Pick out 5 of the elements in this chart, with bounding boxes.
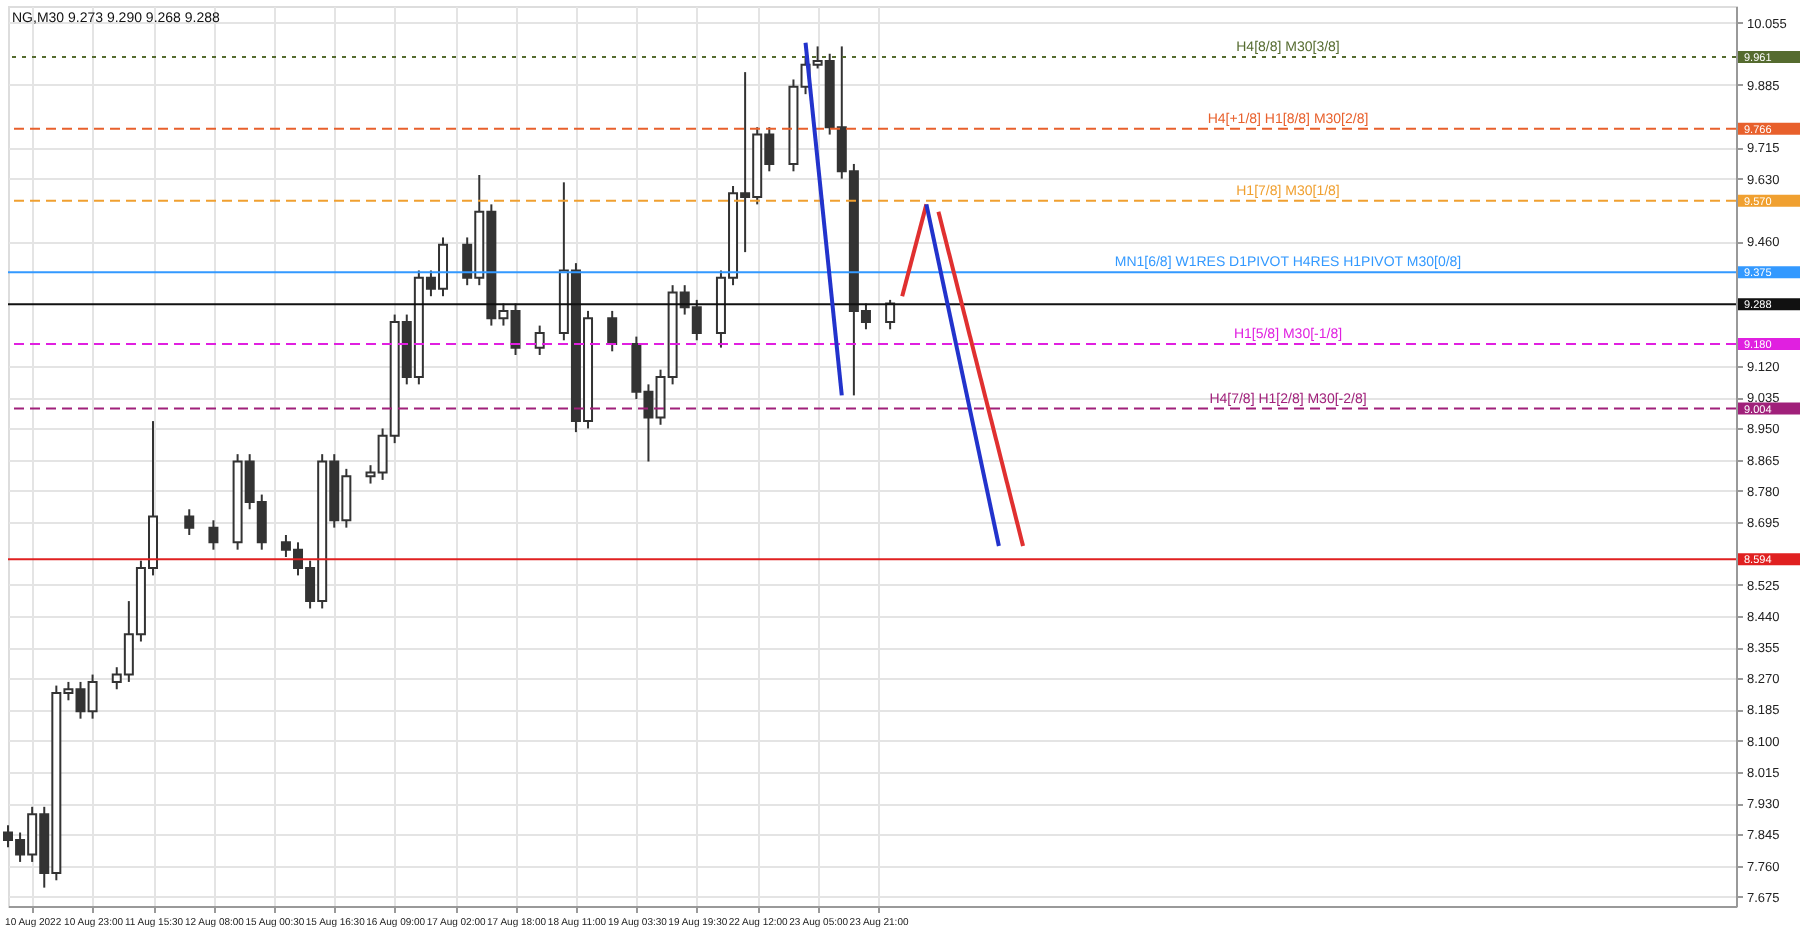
candlestick bbox=[885, 298, 896, 331]
candlestick bbox=[208, 519, 219, 551]
candlestick bbox=[534, 324, 545, 356]
candlestick bbox=[184, 508, 195, 536]
candlestick bbox=[607, 309, 618, 353]
